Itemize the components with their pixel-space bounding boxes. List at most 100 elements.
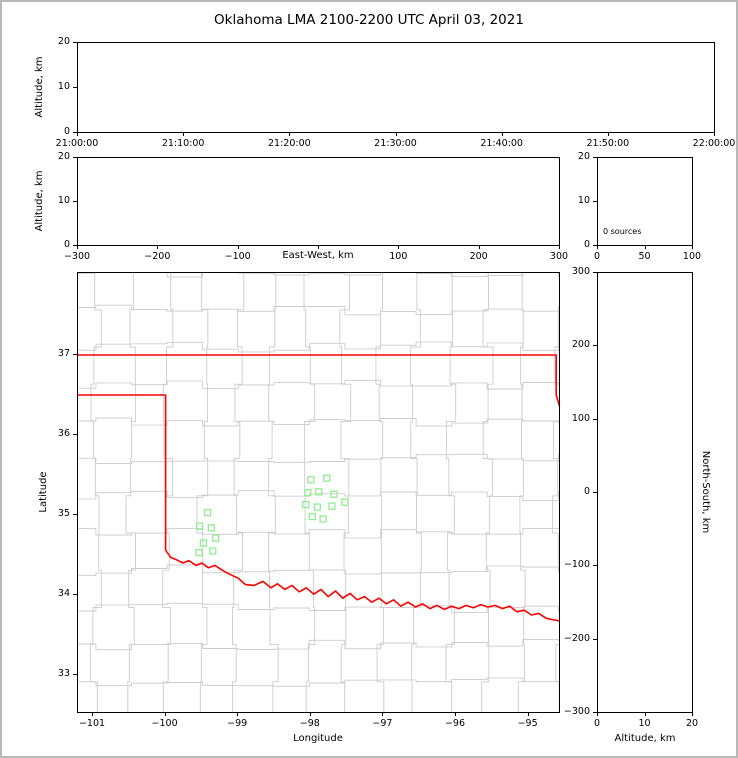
tick-mark: [164, 712, 166, 716]
tick-mark: [597, 712, 598, 716]
x-tick-label: 22:00:00: [692, 138, 736, 149]
map-xlabel: Longitude: [293, 733, 343, 744]
station-markers: [195, 474, 349, 557]
county-line: [89, 273, 102, 712]
map-canvas: [78, 273, 559, 712]
county-line: [303, 273, 316, 712]
county-line: [78, 273, 559, 278]
y-tick-label: 37: [57, 348, 70, 359]
tick-mark: [501, 132, 503, 136]
county-line: [232, 273, 245, 712]
ns-panel-xlabel: Altitude, km: [614, 733, 676, 744]
tick-mark: [593, 712, 597, 713]
x-tick-label: −99: [227, 718, 248, 729]
y-tick-label: 0: [583, 486, 590, 497]
county-line: [517, 273, 526, 712]
tick-mark: [593, 345, 597, 347]
tick-mark: [593, 492, 597, 493]
tick-mark: [593, 565, 597, 567]
tick-mark: [73, 157, 77, 158]
county-line: [78, 528, 559, 539]
tick-mark: [73, 514, 77, 515]
tick-mark: [597, 245, 598, 249]
tick-mark: [593, 201, 597, 202]
tick-mark: [644, 245, 646, 249]
figure-title: Oklahoma LMA 2100-2200 UTC April 03, 202…: [214, 12, 524, 28]
x-tick-label: −97: [372, 718, 393, 729]
tick-mark: [237, 712, 239, 716]
tick-mark: [73, 87, 77, 88]
tick-mark: [454, 712, 456, 716]
x-tick-label: 0: [593, 251, 601, 262]
station-marker: [319, 515, 327, 523]
tick-mark: [593, 418, 597, 420]
tick-mark: [559, 245, 560, 249]
tick-mark: [593, 245, 597, 246]
county-line: [445, 273, 458, 712]
tick-mark: [183, 132, 185, 136]
station-marker: [308, 512, 316, 521]
station-marker: [304, 488, 312, 497]
tick-mark: [644, 712, 646, 716]
x-tick-label: 21:30:00: [374, 138, 417, 149]
county-line: [161, 273, 174, 712]
tick-mark: [395, 132, 397, 136]
y-tick-label: 20: [57, 151, 70, 162]
x-tick-label: 21:20:00: [267, 138, 311, 149]
x-tick-label: 100: [682, 251, 702, 262]
x-tick-label: 21:00:00: [55, 138, 99, 149]
y-tick-label: 35: [57, 508, 70, 519]
station-marker: [313, 503, 321, 511]
county-line: [78, 638, 559, 651]
y-tick-label: 10: [57, 81, 70, 92]
station-marker: [204, 508, 212, 517]
tick-mark: [73, 42, 77, 43]
county-line: [375, 273, 385, 712]
tick-mark: [692, 245, 693, 249]
plan-view-panel: [77, 272, 560, 713]
x-tick-label: 50: [638, 251, 651, 262]
tick-mark: [289, 132, 291, 136]
station-marker: [315, 488, 323, 496]
y-tick-label: 10: [57, 195, 70, 206]
x-tick-label: −96: [444, 718, 466, 729]
county-line: [78, 490, 559, 502]
y-tick-label: 0: [63, 239, 70, 250]
tick-mark: [157, 245, 159, 249]
county-line: [481, 273, 494, 712]
tick-mark: [73, 245, 77, 246]
station-marker: [328, 502, 336, 510]
y-tick-label: 10: [577, 195, 590, 206]
tick-mark: [77, 245, 78, 249]
tick-mark: [593, 638, 597, 640]
station-marker: [195, 548, 203, 557]
county-lines: [78, 273, 559, 712]
state-border: [78, 354, 559, 622]
source-count-panel: 0 sources: [597, 157, 693, 246]
county-line: [409, 273, 422, 712]
tick-mark: [593, 272, 597, 273]
station-marker: [307, 476, 315, 484]
x-tick-label: 200: [469, 251, 488, 262]
station-marker: [212, 534, 220, 542]
state-border-path: [78, 394, 559, 622]
county-line: [78, 677, 559, 687]
tick-mark: [309, 712, 311, 716]
station-marker: [302, 500, 310, 509]
county-line: [78, 602, 559, 613]
x-tick-label: −300: [63, 251, 91, 262]
east-west-height-panel: [77, 157, 560, 246]
tick-mark: [527, 712, 529, 716]
county-line: [196, 273, 209, 712]
tick-mark: [607, 132, 609, 136]
county-line: [78, 453, 559, 464]
y-tick-label: 0: [63, 126, 70, 137]
x-tick-label: 21:50:00: [586, 138, 630, 149]
y-tick-label: 20: [577, 151, 590, 162]
tick-mark: [382, 712, 384, 716]
north-south-height-panel: [597, 272, 693, 713]
x-tick-label: −98: [299, 718, 320, 729]
x-tick-label: 20: [685, 718, 699, 729]
y-tick-label: −200: [563, 632, 590, 644]
